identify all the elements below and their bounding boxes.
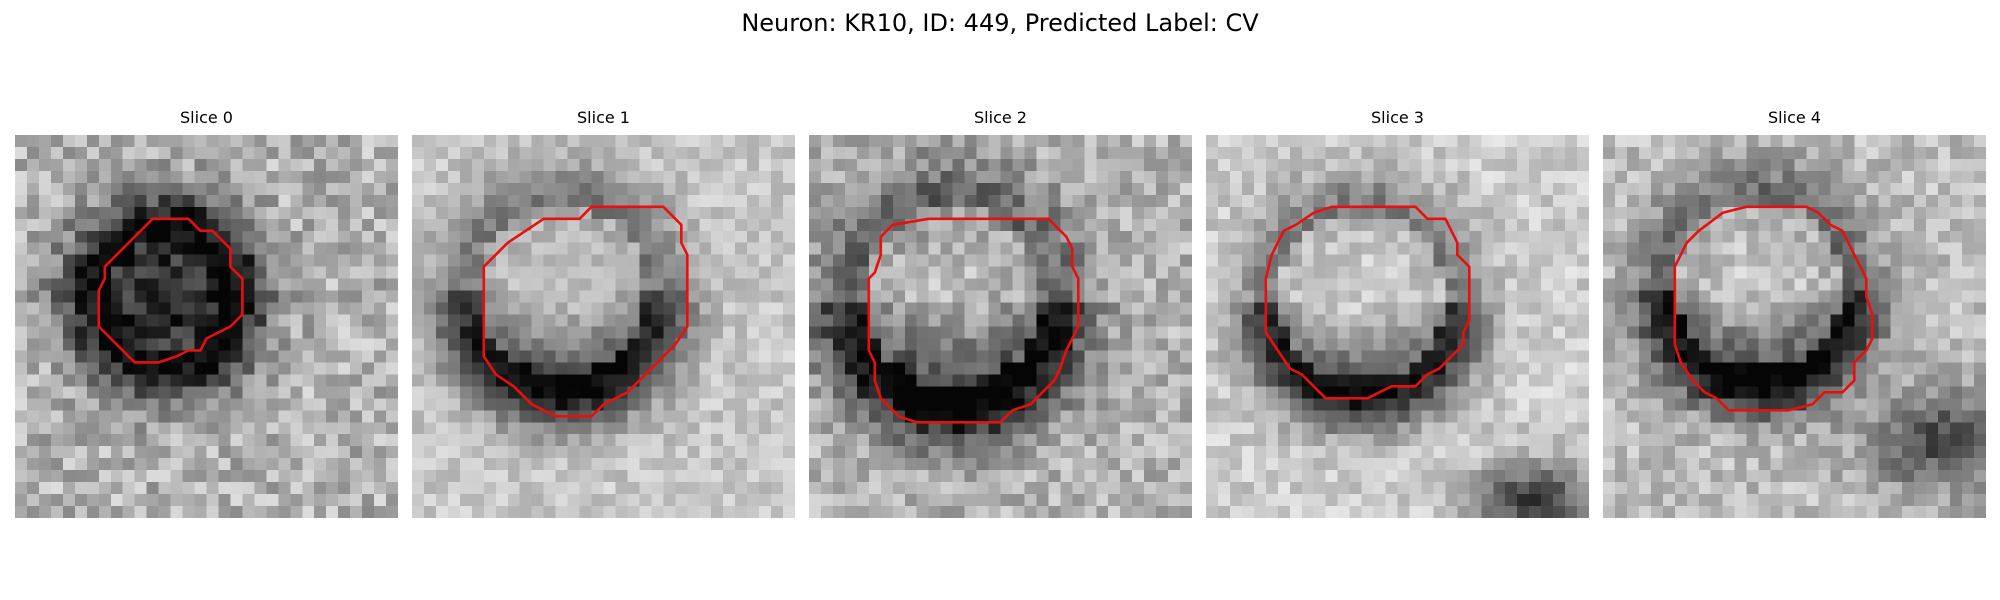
slice-panel-1: Slice 1 <box>412 108 795 518</box>
slice-panel-3: Slice 3 <box>1206 108 1589 518</box>
slice-image <box>809 135 1192 518</box>
slice-panel-2: Slice 2 <box>809 108 1192 518</box>
pixel-grid <box>15 135 398 518</box>
slice-title: Slice 0 <box>180 108 233 127</box>
slice-image <box>15 135 398 518</box>
figure-title: Neuron: KR10, ID: 449, Predicted Label: … <box>741 9 1259 37</box>
roi-contour <box>97 217 244 364</box>
roi-contour <box>867 217 1080 424</box>
slice-image <box>1603 135 1986 518</box>
roi-contour <box>1673 205 1874 412</box>
roi-contour <box>482 205 689 418</box>
slice-panel-0: Slice 0 <box>15 108 398 518</box>
slice-title: Slice 1 <box>577 108 630 127</box>
pixel-grid <box>412 135 795 518</box>
slice-panel-4: Slice 4 <box>1603 108 1986 518</box>
slice-title: Slice 4 <box>1768 108 1821 127</box>
slice-title: Slice 3 <box>1371 108 1424 127</box>
pixel-grid <box>809 135 1192 518</box>
pixel-grid <box>1206 135 1589 518</box>
slice-image <box>1206 135 1589 518</box>
roi-contour <box>1264 205 1471 400</box>
slice-image <box>412 135 795 518</box>
slice-title: Slice 2 <box>974 108 1027 127</box>
pixel-grid <box>1603 135 1986 518</box>
